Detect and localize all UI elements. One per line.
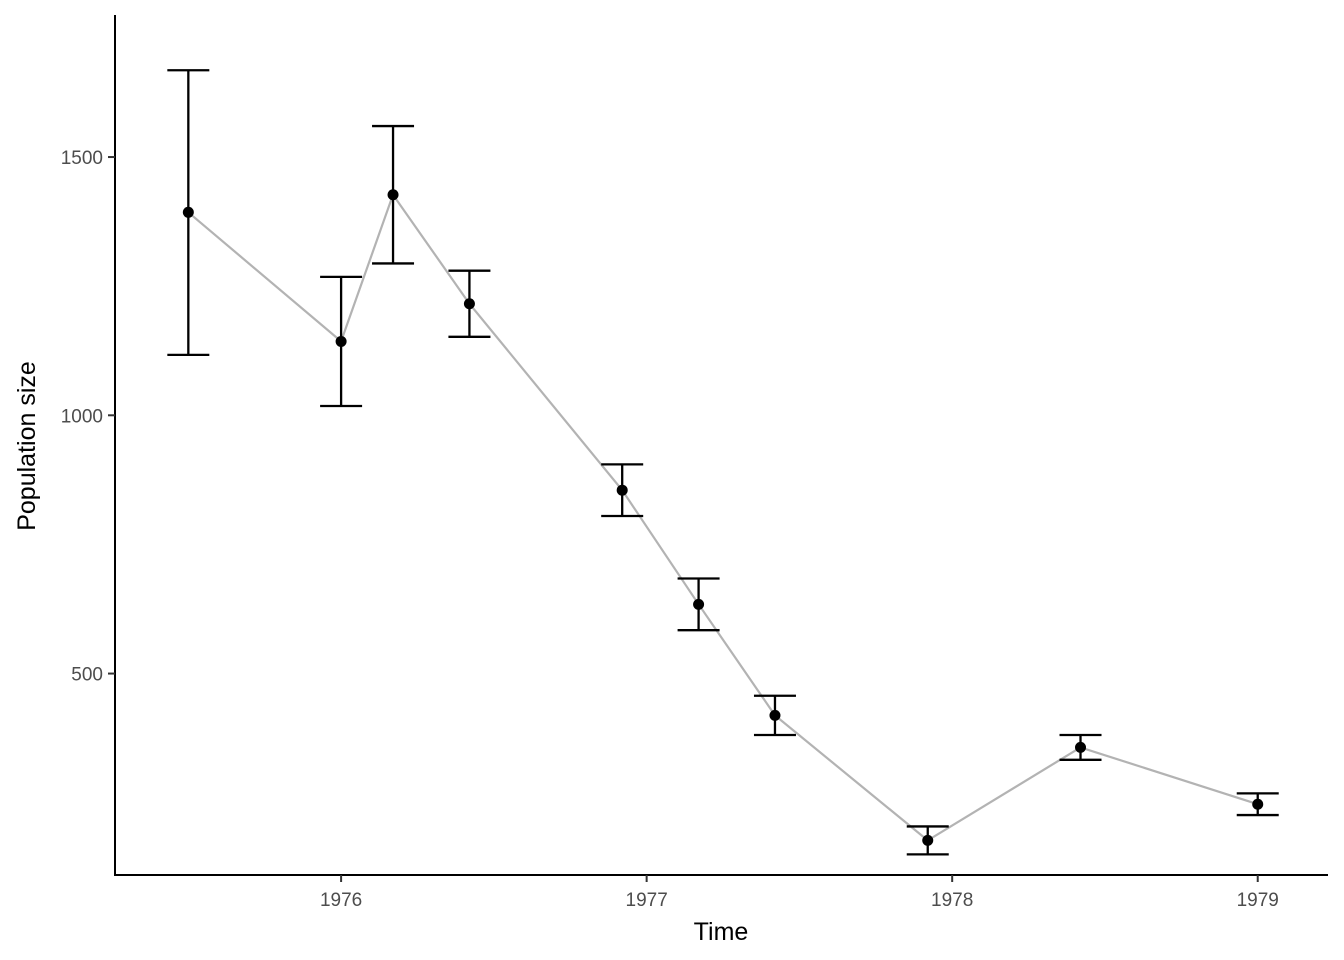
y-tick-label: 1500: [61, 148, 103, 169]
plot-area: [167, 69, 1279, 856]
x-axis-title: Time: [694, 918, 749, 946]
data-point: [182, 206, 194, 218]
data-point: [387, 189, 399, 201]
data-point: [769, 709, 781, 721]
x-tick-label: 1979: [1237, 890, 1279, 911]
y-tick-label: 1000: [61, 406, 103, 427]
data-point: [1075, 741, 1087, 753]
data-point: [693, 598, 705, 610]
y-axis: 500 1000 1500: [61, 148, 115, 686]
x-tick-label: 1978: [931, 890, 973, 911]
data-point: [463, 298, 475, 310]
series-line: [187, 192, 1259, 842]
y-axis-title: Population size: [13, 361, 41, 531]
y-tick-label: 500: [71, 665, 103, 686]
data-point: [335, 335, 347, 347]
data-point: [922, 834, 934, 846]
data-point: [616, 484, 628, 496]
x-tick-label: 1977: [626, 890, 668, 911]
x-tick-label: 1976: [320, 890, 362, 911]
x-axis: 1976 1977 1978 1979: [320, 875, 1279, 911]
data-point: [1252, 798, 1264, 810]
